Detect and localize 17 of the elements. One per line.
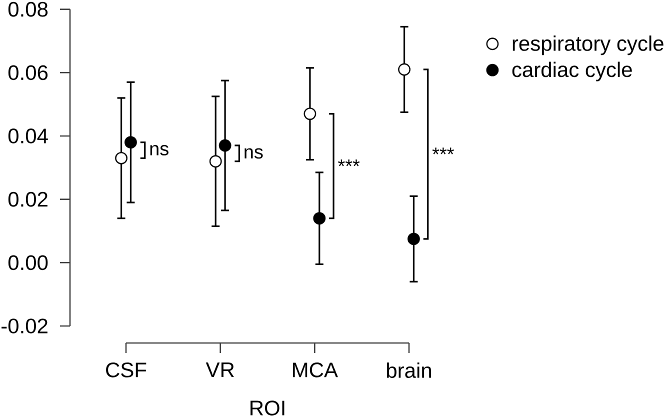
x-tick-label: VR bbox=[206, 362, 234, 377]
y-tick-label: 0.02 bbox=[8, 192, 48, 207]
legend-label: respiratory cycle bbox=[512, 36, 664, 56]
y-tick-label: -0.02 bbox=[2, 318, 48, 334]
y-tick-label: 0.08 bbox=[8, 2, 48, 17]
legend-label: cardiac cycle bbox=[512, 62, 632, 82]
annotation: ns bbox=[150, 145, 168, 156]
x-tick-label: brain bbox=[387, 362, 431, 378]
annotation: *** bbox=[432, 148, 454, 154]
y-tick-label: 0.04 bbox=[8, 128, 48, 144]
annotation: ns bbox=[244, 148, 263, 159]
x-tick-label: CSF bbox=[106, 362, 146, 378]
x-tick-label: MCA bbox=[293, 362, 338, 378]
y-tick-label: 0.06 bbox=[8, 65, 48, 80]
annotation: *** bbox=[338, 160, 360, 166]
y-tick-label: 0.00 bbox=[8, 255, 48, 270]
x-axis-title: ROI bbox=[250, 400, 284, 416]
